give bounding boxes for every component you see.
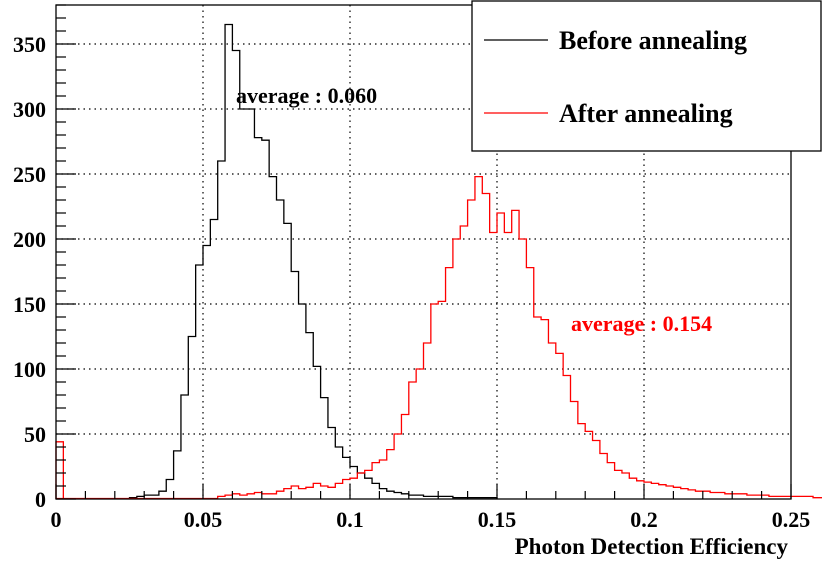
annotation-after-average: average : 0.154	[571, 311, 712, 336]
x-tick-label: 0.15	[478, 507, 517, 532]
after-annealing-histogram	[217, 175, 822, 499]
axis-ticks	[55, 4, 792, 500]
y-tick-label: 250	[13, 162, 46, 187]
y-tick-label: 150	[13, 292, 46, 317]
grid-lines	[56, 5, 791, 499]
legend-label-after: After annealing	[559, 99, 733, 128]
legend-label-before: Before annealing	[559, 26, 747, 55]
y-tick-label: 0	[35, 487, 46, 512]
y-tick-label: 50	[24, 422, 46, 447]
y-tick-label: 350	[13, 32, 46, 57]
x-tick-label: 0	[51, 507, 62, 532]
x-axis-title: Photon Detection Efficiency	[515, 534, 789, 559]
annotation-before-average: average : 0.060	[236, 83, 377, 108]
y-tick-label: 200	[13, 227, 46, 252]
y-tick-label: 300	[13, 97, 46, 122]
zero-bin-spike	[55, 441, 64, 499]
x-tick-labels: 0 0.05 0.1 0.15 0.2 0.25	[51, 507, 811, 532]
x-tick-label: 0.25	[772, 507, 811, 532]
y-tick-labels: 0 50 100 150 200 250 300 350	[13, 32, 46, 512]
legend-box	[471, 0, 822, 152]
legend: Before annealing After annealing	[471, 0, 822, 152]
x-tick-label: 0.2	[630, 507, 658, 532]
y-tick-label: 100	[13, 357, 46, 382]
x-tick-label: 0.1	[336, 507, 364, 532]
x-tick-label: 0.05	[184, 507, 223, 532]
